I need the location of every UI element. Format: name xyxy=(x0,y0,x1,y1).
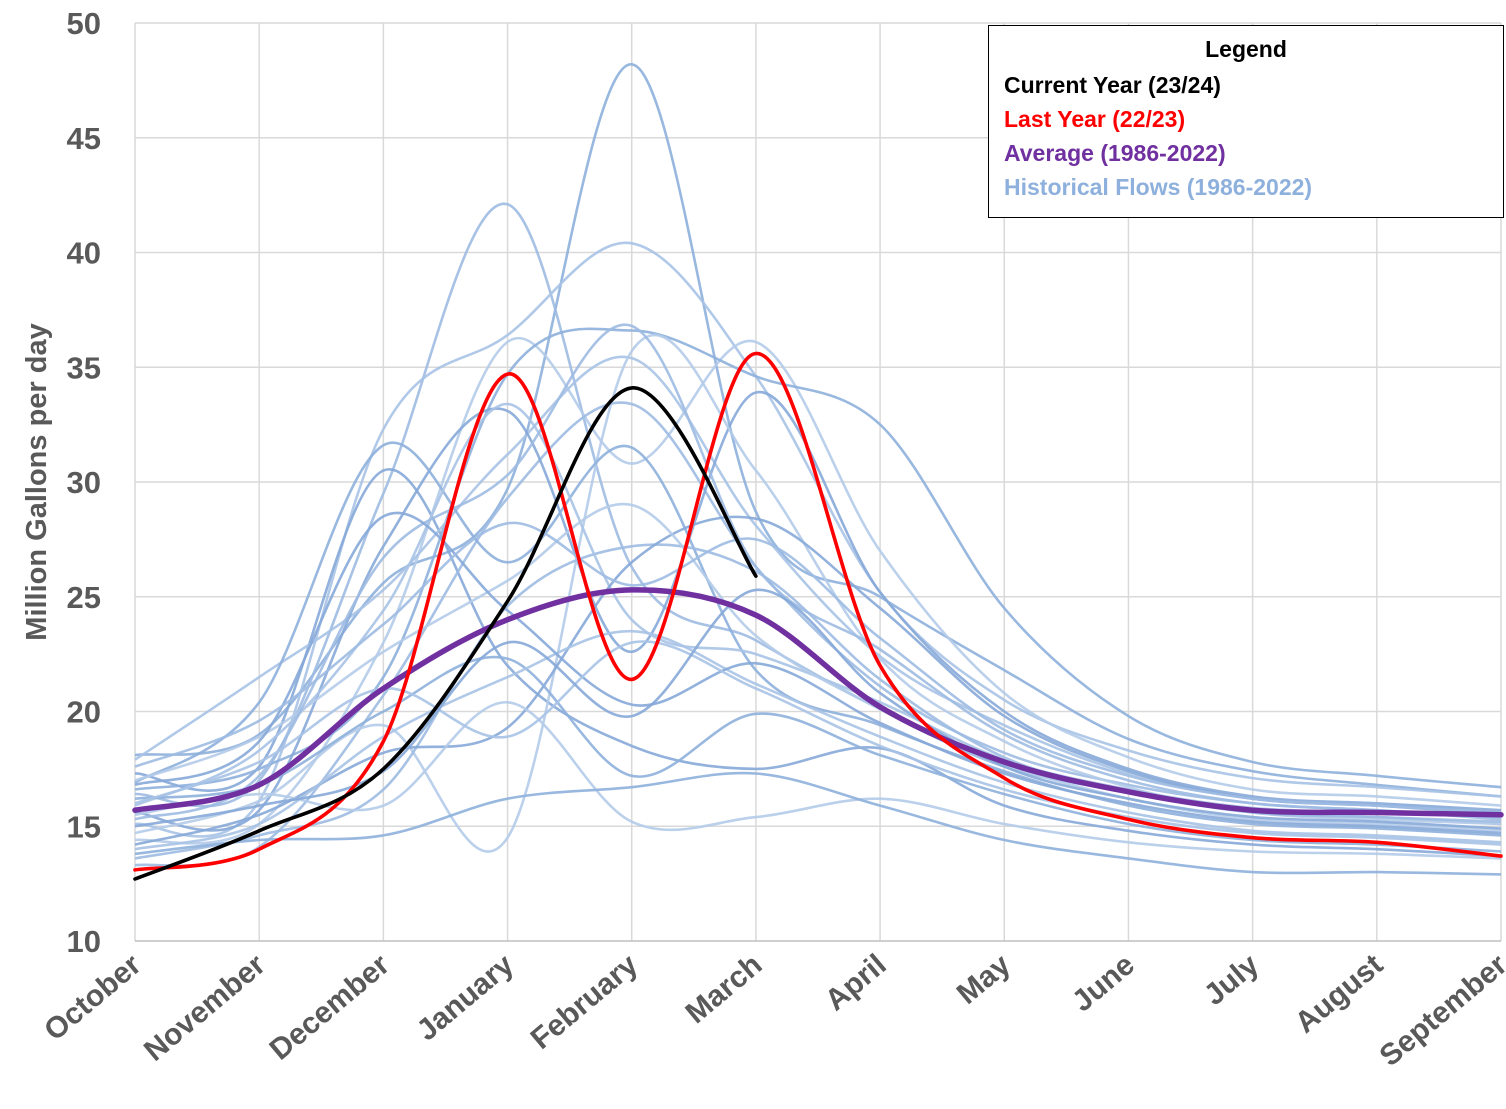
y-axis-label: Million Gallons per day xyxy=(21,323,53,640)
historical-flow-line xyxy=(134,640,1502,846)
historical-flow-line xyxy=(134,62,1502,798)
legend-item-historical: Historical Flows (1986-2022) xyxy=(1004,174,1313,200)
historical-flow-line xyxy=(134,327,1502,791)
historical-flow-line xyxy=(134,468,1502,858)
y-tick-label: 35 xyxy=(67,350,101,385)
x-tick-label: May xyxy=(951,948,1017,1011)
historical-flow-line xyxy=(134,511,1502,835)
historical-flow-line xyxy=(134,700,1502,860)
y-tick-label: 10 xyxy=(67,924,101,959)
x-tick-label: September xyxy=(1374,948,1506,1073)
historical-flow-line xyxy=(134,629,1502,851)
historical-flow-line xyxy=(134,441,1502,837)
historical-flow-line xyxy=(134,337,1502,845)
legend: Legend Current Year (23/24) Last Year (2… xyxy=(988,25,1504,218)
historical-flow-line xyxy=(134,355,1502,817)
y-tick-labels: 10 15 20 25 30 35 40 45 50 xyxy=(67,6,101,959)
y-tick-label: 15 xyxy=(67,809,101,844)
x-tick-label: June xyxy=(1066,948,1141,1018)
historical-flow-line xyxy=(134,521,1502,814)
historical-flow-line xyxy=(134,502,1502,833)
last-year-line xyxy=(133,351,1503,872)
x-tick-label: November xyxy=(138,948,272,1068)
historical-flow-line xyxy=(134,771,1502,876)
gridlines xyxy=(134,22,1502,941)
x-tick-label: January xyxy=(411,948,521,1047)
x-tick-label: April xyxy=(819,948,893,1017)
legend-item-average: Average (1986-2022) xyxy=(1004,140,1226,166)
legend-title: Legend xyxy=(1205,36,1287,62)
average-line xyxy=(132,587,1504,818)
x-tick-label: March xyxy=(680,948,769,1030)
historical-flow-line xyxy=(134,655,1502,853)
historical-flow-line xyxy=(134,323,1502,821)
x-tick-label: February xyxy=(525,948,645,1056)
y-tick-label: 40 xyxy=(67,236,101,271)
x-tick-label: July xyxy=(1198,948,1265,1012)
current-year-line xyxy=(133,386,758,881)
y-tick-label: 50 xyxy=(67,6,101,41)
x-tick-label: December xyxy=(264,948,397,1067)
historical-flow-line xyxy=(134,241,1502,838)
historical-flow-line xyxy=(134,391,1502,832)
x-tick-label: October xyxy=(38,948,148,1047)
y-tick-label: 25 xyxy=(67,580,101,615)
main-series-lines xyxy=(132,351,1504,881)
y-tick-label: 30 xyxy=(67,465,101,500)
legend-item-current-year: Current Year (23/24) xyxy=(1004,72,1221,98)
y-tick-label: 45 xyxy=(67,121,101,156)
x-tick-label: August xyxy=(1289,948,1389,1040)
y-tick-label: 20 xyxy=(67,695,101,730)
legend-item-last-year: Last Year (22/23) xyxy=(1004,106,1186,132)
